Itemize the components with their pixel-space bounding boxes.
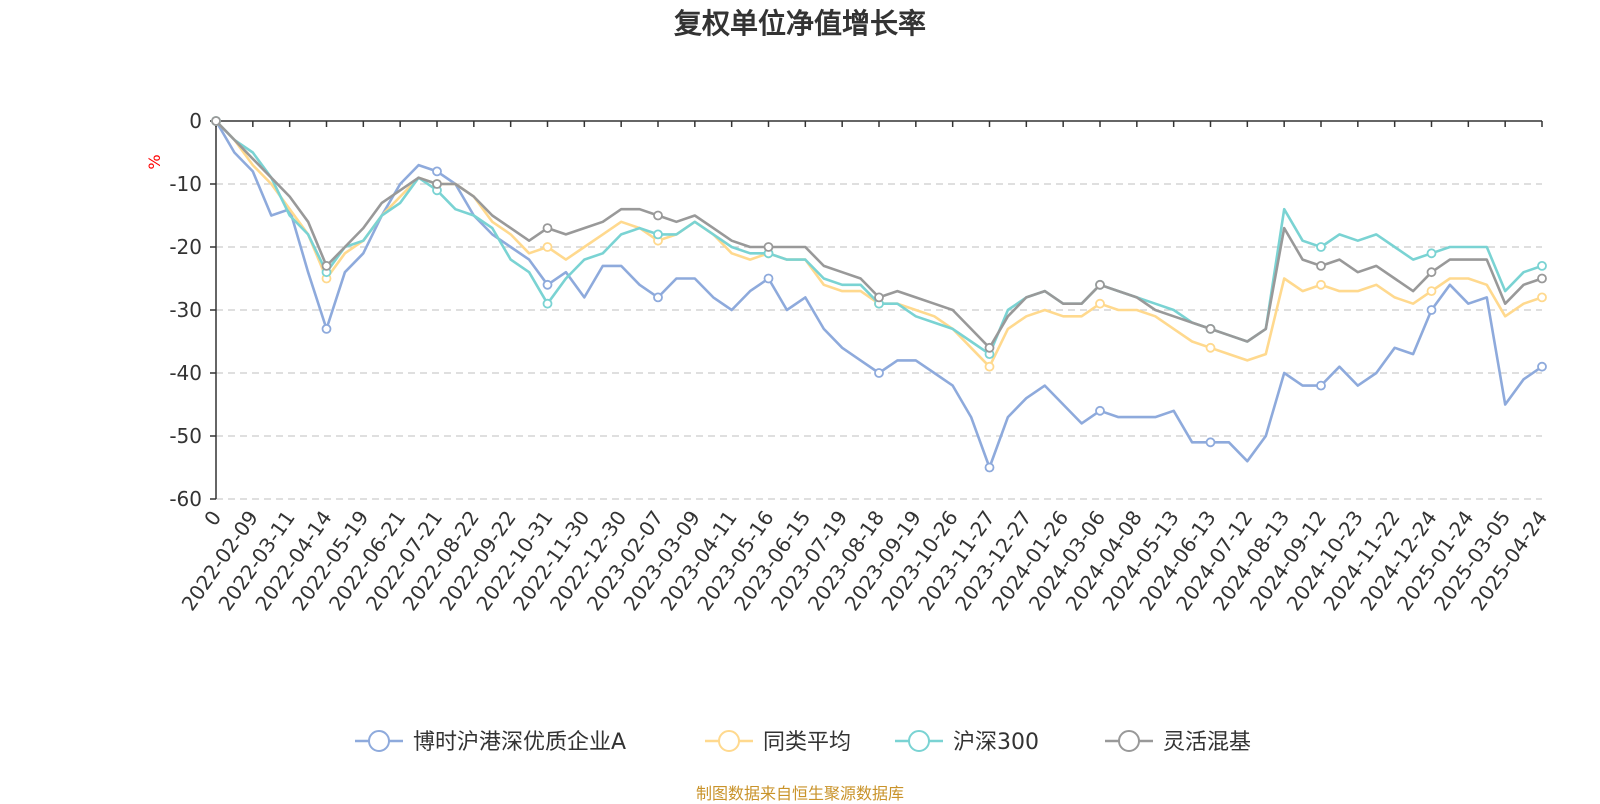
- y-tick-label: -20: [169, 235, 202, 259]
- data-point: [321, 323, 332, 334]
- y-tick-label: -40: [169, 361, 202, 385]
- data-point: [542, 242, 553, 252]
- legend-item[interactable]: 沪深300: [895, 730, 1039, 755]
- y-tick-labels: 0 -10 -20 -30 -40 -50 -60: [169, 109, 202, 511]
- data-point: [763, 273, 774, 284]
- data-point: [1095, 298, 1105, 309]
- y-tick-label: 0: [189, 109, 202, 133]
- legend-label: 灵活混基: [1163, 730, 1251, 755]
- legend-label: 博时沪港深优质企业A: [413, 730, 626, 755]
- legend-label: 沪深300: [953, 730, 1039, 755]
- data-point: [321, 260, 332, 271]
- source-note: 制图数据来自恒生聚源数据库: [695, 784, 904, 803]
- data-point: [653, 229, 663, 240]
- y-tick-label: -30: [169, 298, 202, 322]
- legend-item[interactable]: 灵活混基: [1105, 730, 1251, 755]
- data-point: [1205, 437, 1216, 448]
- data-point: [1316, 279, 1326, 290]
- y-tick-label: -50: [169, 424, 202, 448]
- data-point: [984, 342, 995, 353]
- data-point: [763, 242, 774, 252]
- axes: [210, 120, 1543, 500]
- data-point: [1095, 405, 1105, 416]
- x-tick-labels: 02022-02-092022-03-112022-04-142022-05-1…: [177, 506, 1552, 615]
- data-point: [1426, 267, 1437, 278]
- data-point: [1537, 361, 1547, 372]
- series-line: [215, 120, 1543, 369]
- data-point: [1426, 248, 1437, 259]
- line-chart: 0 -10 -20 -30 -40 -50 -60 02022-02-092022-03-1…: [145, 109, 1552, 755]
- data-point: [1426, 305, 1437, 315]
- data-point: [984, 361, 995, 372]
- data-point: [542, 223, 553, 234]
- data-point: [1205, 323, 1216, 334]
- data-point: [1095, 279, 1105, 290]
- x-tick-label: 0: [199, 506, 226, 530]
- y-tick-label: -10: [169, 172, 202, 196]
- legend: 博时沪港深优质企业A 同类平均 沪深300 灵活混基: [355, 730, 1251, 755]
- data-point: [542, 298, 553, 309]
- data-point: [874, 292, 884, 303]
- data-point: [653, 210, 663, 221]
- data-point: [1205, 342, 1216, 353]
- legend-item[interactable]: 同类平均: [705, 730, 851, 755]
- y-axis-unit: %: [145, 154, 164, 169]
- y-tick-label: -60: [169, 487, 202, 511]
- legend-item[interactable]: 博时沪港深优质企业A: [355, 730, 626, 755]
- data-point: [1316, 242, 1326, 252]
- legend-label: 同类平均: [763, 730, 851, 755]
- data-point: [1537, 260, 1547, 271]
- series-line: [215, 120, 1543, 356]
- data-point: [1537, 273, 1547, 284]
- data-point: [1316, 380, 1326, 391]
- data-point: [211, 116, 221, 126]
- data-point: [1316, 260, 1326, 271]
- data-point: [1537, 292, 1547, 303]
- chart-title: 复权单位净值增长率: [673, 7, 926, 40]
- data-point: [984, 462, 995, 473]
- grid-lines: [216, 183, 1542, 500]
- data-point: [1426, 286, 1437, 297]
- data-point: [653, 292, 663, 303]
- series-lines: [211, 116, 1547, 473]
- data-point: [874, 368, 884, 378]
- data-point: [432, 166, 442, 177]
- data-point: [542, 279, 553, 290]
- data-point: [432, 179, 442, 189]
